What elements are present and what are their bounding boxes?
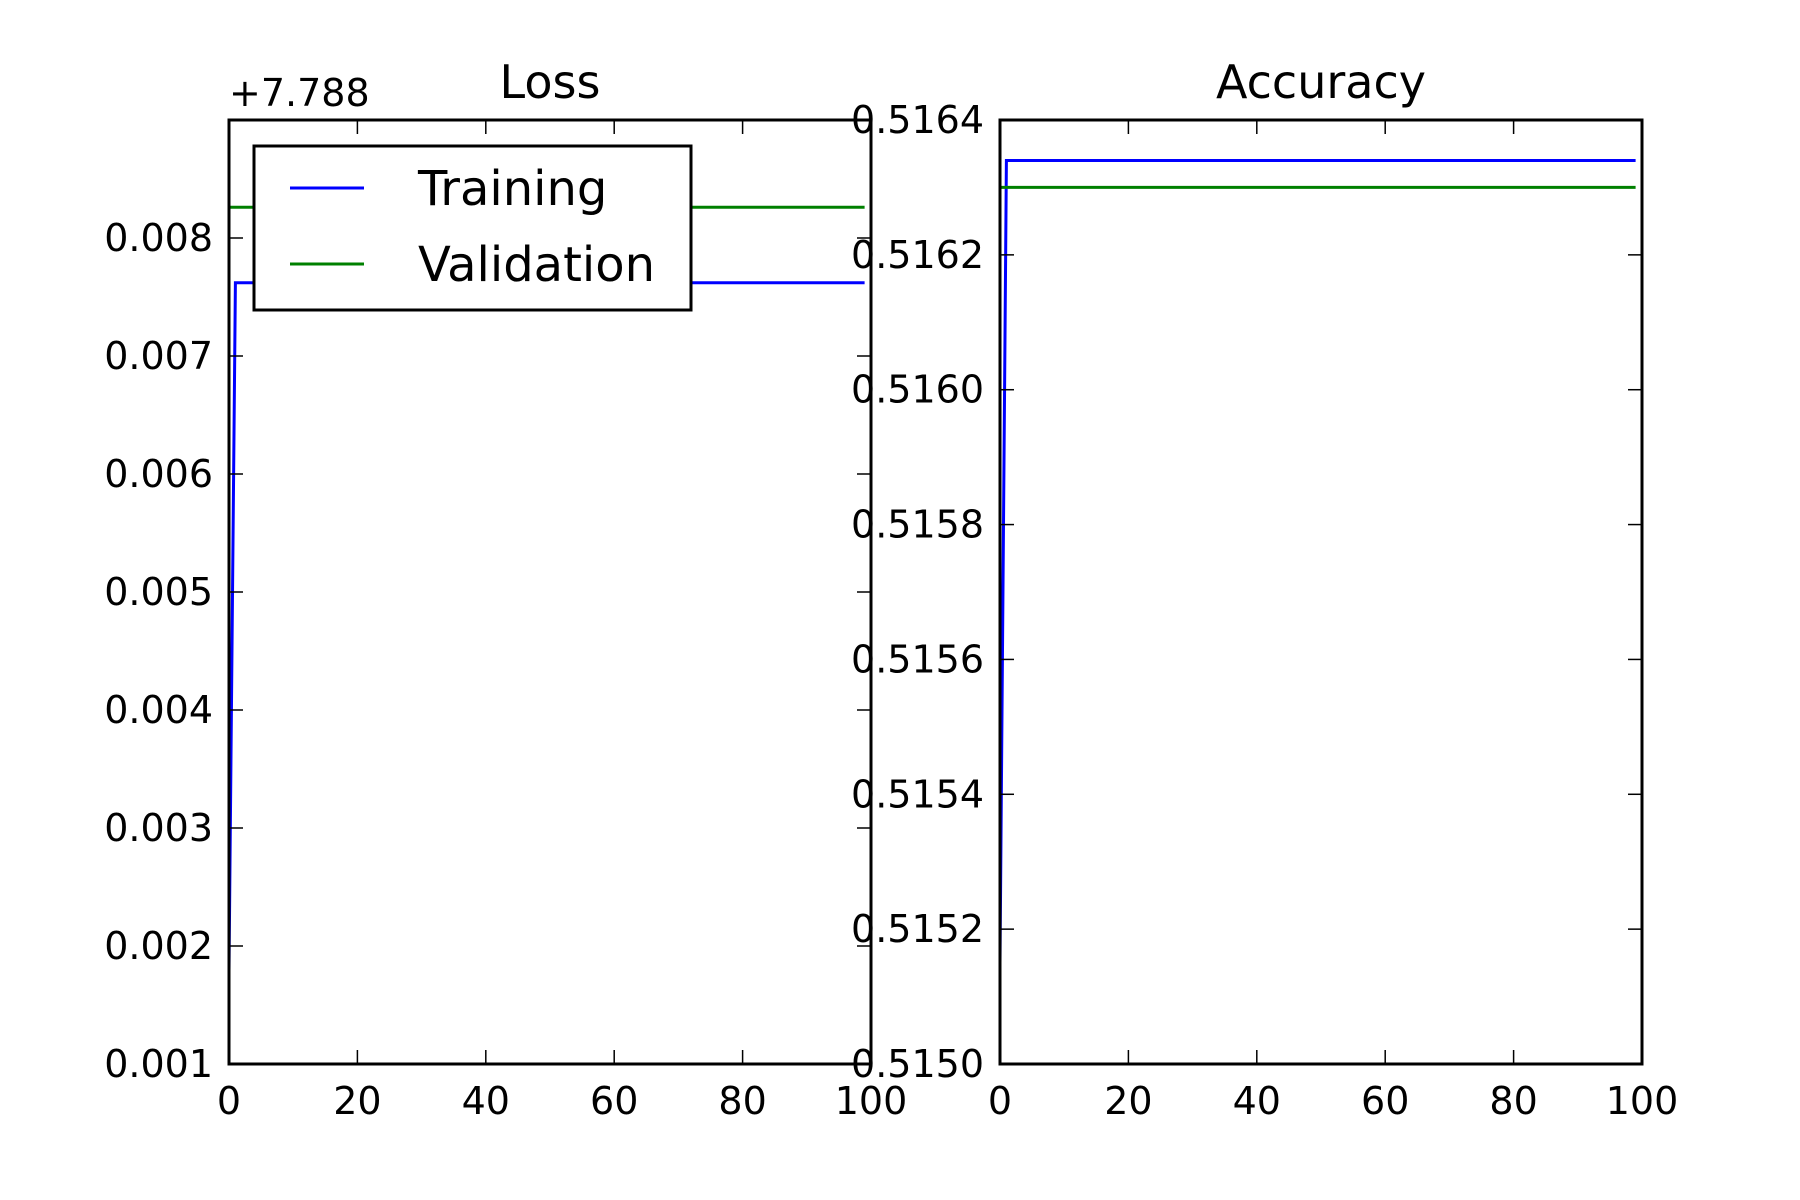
axes-frame: [998, 118, 1644, 1066]
x-tick-label: 100: [835, 1079, 908, 1123]
x-tick-label: 80: [1489, 1079, 1537, 1123]
y-tick-label: 0.002: [104, 924, 213, 968]
y-tick-label: 0.006: [104, 452, 213, 496]
x-tick-label: 0: [988, 1079, 1012, 1123]
x-tick-label: 0: [217, 1079, 241, 1123]
chart-panels: 0 20 40 60 80 100 0.001 0.002 0.003 0.004 0.005 0.0…: [104, 55, 1678, 1123]
y-tick-label: 0.5160: [851, 368, 984, 412]
y-tick-label: 0.5152: [851, 907, 984, 951]
x-tick-label: 60: [590, 1079, 638, 1123]
y-tick-label: 0.007: [104, 334, 213, 378]
x-tick-label: 20: [333, 1079, 381, 1123]
x-tick-label: 60: [1361, 1079, 1409, 1123]
chart-panel-1: 0 20 40 60 80 100 0.5150 0.5152 0.5154 0.5156 0.51…: [851, 55, 1678, 1123]
y-tick-label: 0.5164: [851, 98, 984, 142]
y-tick-label: 0.004: [104, 688, 213, 732]
y-tick-label: 0.5162: [851, 233, 984, 277]
y-tick-label: 0.005: [104, 570, 213, 614]
y-tick-label: 0.5150: [851, 1042, 984, 1086]
legend-box: [252, 144, 693, 312]
y-tick-label: 0.5154: [851, 772, 984, 816]
chart-panel-0: 0 20 40 60 80 100 0.001 0.002 0.003 0.004 0.005 0.0…: [104, 55, 907, 1123]
axes-frame: [227, 118, 873, 1066]
x-tick-label: 40: [462, 1079, 510, 1123]
y-tick-label: 0.5158: [851, 503, 984, 547]
legend: Training Validation: [252, 144, 693, 312]
y-tick-label: 0.008: [104, 216, 213, 260]
y-tick-label: 0.5156: [851, 637, 984, 681]
y-tick-label: 0.001: [104, 1042, 213, 1086]
x-tick-label: 80: [718, 1079, 766, 1123]
x-tick-label: 100: [1606, 1079, 1679, 1123]
legend-label-training: Training: [417, 161, 607, 217]
chart-title: Accuracy: [1216, 55, 1426, 109]
series-line-training: [998, 159, 1636, 963]
x-tick-label: 40: [1233, 1079, 1281, 1123]
y-tick-label: 0.003: [104, 806, 213, 850]
x-tick-label: 20: [1104, 1079, 1152, 1123]
chart-title: Loss: [500, 55, 601, 109]
y-offset-label: +7.788: [229, 71, 370, 115]
legend-label-validation: Validation: [418, 237, 655, 293]
